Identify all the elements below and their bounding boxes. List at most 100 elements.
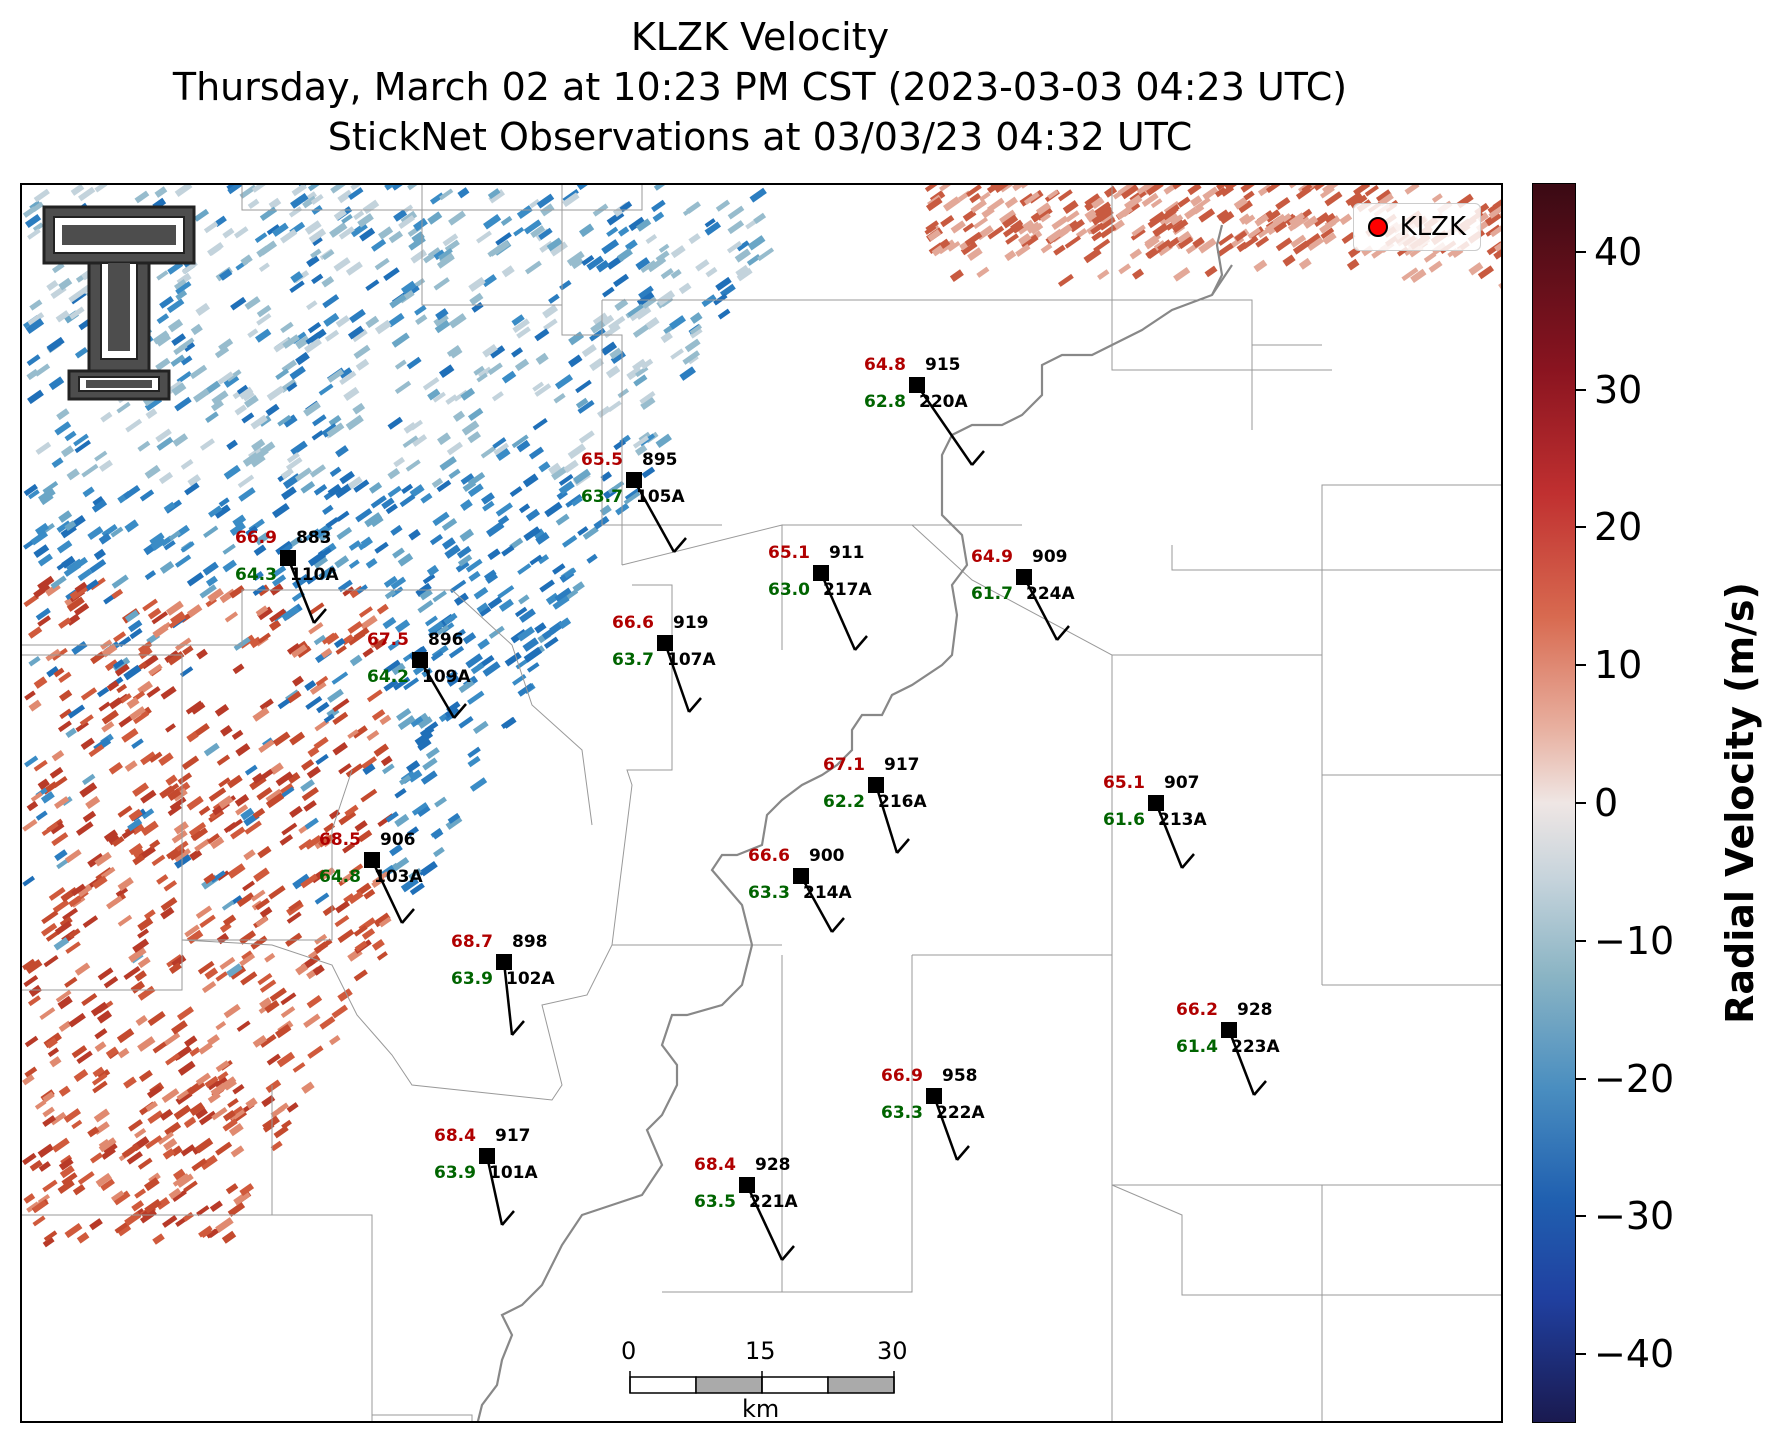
outbound-gate [133, 710, 150, 725]
inbound-gate [156, 334, 171, 347]
inbound-gate [433, 249, 446, 261]
outbound-gate [352, 725, 368, 739]
colorbar-tick-label: −30 [1594, 1194, 1675, 1239]
inbound-gate [313, 484, 328, 496]
inbound-gate [359, 227, 376, 242]
outbound-gate [111, 588, 124, 600]
outbound-gate [147, 1010, 166, 1027]
outbound-gate [1243, 190, 1255, 201]
inbound-gate [460, 473, 475, 485]
outbound-gate [255, 897, 270, 911]
inbound-gate [368, 482, 383, 494]
radar-map[interactable]: 64.8 915 62.8 220A 65.5 895 63.7 105A 66.9 883 64.… [20, 183, 1503, 1423]
inbound-gate [467, 746, 481, 759]
outbound-gate [1431, 193, 1443, 203]
inbound-gate [545, 592, 560, 606]
outbound-gate [1005, 233, 1019, 245]
inbound-gate [435, 308, 449, 321]
station-pressure-109A: 896 [428, 630, 464, 650]
inbound-gate [322, 249, 335, 261]
inbound-gate [242, 452, 260, 467]
outbound-gate [319, 1016, 336, 1030]
inbound-gate [635, 366, 649, 378]
inbound-gate [152, 330, 170, 345]
inbound-gate [275, 368, 290, 381]
inbound-gate [384, 589, 396, 600]
outbound-gate [252, 772, 264, 784]
inbound-gate [425, 747, 440, 760]
outbound-gate [43, 1230, 58, 1242]
inbound-gate [736, 240, 750, 252]
outbound-gate [931, 245, 945, 257]
outbound-gate [969, 192, 982, 204]
inbound-gate [488, 189, 506, 204]
inbound-gate [460, 499, 473, 511]
inbound-gate [605, 365, 621, 379]
inbound-gate [640, 396, 656, 411]
outbound-gate [277, 1102, 289, 1113]
station-pressure-105A: 895 [642, 450, 678, 470]
inbound-gate [347, 325, 365, 340]
inbound-gate [516, 439, 531, 453]
outbound-gate [1046, 228, 1064, 244]
inbound-gate [113, 659, 125, 670]
outbound-gate [329, 1035, 341, 1046]
outbound-gate [229, 585, 245, 599]
inbound-gate [495, 447, 511, 461]
outbound-gate [176, 1173, 194, 1188]
inbound-gate [203, 742, 220, 757]
inbound-gate [458, 716, 474, 729]
inbound-gate [518, 608, 536, 623]
station-temp-109A: 67.5 [367, 630, 409, 650]
inbound-gate [258, 262, 270, 272]
wind-barb-221A [745, 1184, 784, 1261]
inbound-gate [387, 467, 401, 480]
outbound-gate [57, 995, 73, 1010]
outbound-gate [49, 1056, 62, 1068]
inbound-gate [409, 882, 425, 896]
inbound-gate [166, 298, 185, 314]
inbound-gate [69, 306, 85, 320]
outbound-gate [987, 225, 1005, 240]
inbound-gate [318, 383, 334, 396]
inbound-gate [31, 201, 44, 212]
inbound-gate [562, 192, 580, 208]
outbound-gate [1238, 213, 1252, 225]
inbound-gate [87, 526, 104, 541]
outbound-gate [338, 810, 357, 826]
inbound-gate [418, 716, 433, 729]
inbound-gate [195, 302, 211, 316]
outbound-gate [41, 910, 59, 925]
outbound-gate [259, 979, 277, 993]
inbound-gate [362, 763, 376, 776]
inbound-gate [159, 560, 175, 574]
inbound-gate [256, 245, 270, 258]
inbound-gate [529, 198, 541, 209]
inbound-gate [446, 674, 461, 687]
inbound-gate [374, 257, 390, 271]
colorbar-tick [1576, 1077, 1586, 1080]
outbound-gate [1002, 214, 1019, 229]
inbound-gate [688, 233, 701, 245]
inbound-gate [205, 411, 219, 423]
inbound-gate [638, 285, 654, 299]
outbound-gate [151, 854, 166, 867]
outbound-gate [194, 1137, 214, 1154]
inbound-gate [601, 239, 620, 255]
station-temp-222A: 66.9 [881, 1066, 923, 1086]
inbound-gate [66, 558, 82, 572]
outbound-gate [1375, 189, 1392, 203]
outbound-gate [373, 637, 388, 651]
outbound-gate [198, 1042, 213, 1055]
inbound-gate [473, 586, 489, 600]
outbound-gate [1242, 235, 1259, 250]
inbound-gate [632, 358, 647, 372]
inbound-gate [336, 526, 353, 540]
inbound-gate [256, 313, 272, 326]
outbound-gate [59, 1165, 75, 1179]
outbound-gate [306, 766, 321, 779]
colorbar-tick-label: 20 [1594, 505, 1643, 550]
inbound-gate [289, 365, 306, 380]
outbound-gate [108, 761, 124, 775]
inbound-gate [337, 579, 353, 593]
